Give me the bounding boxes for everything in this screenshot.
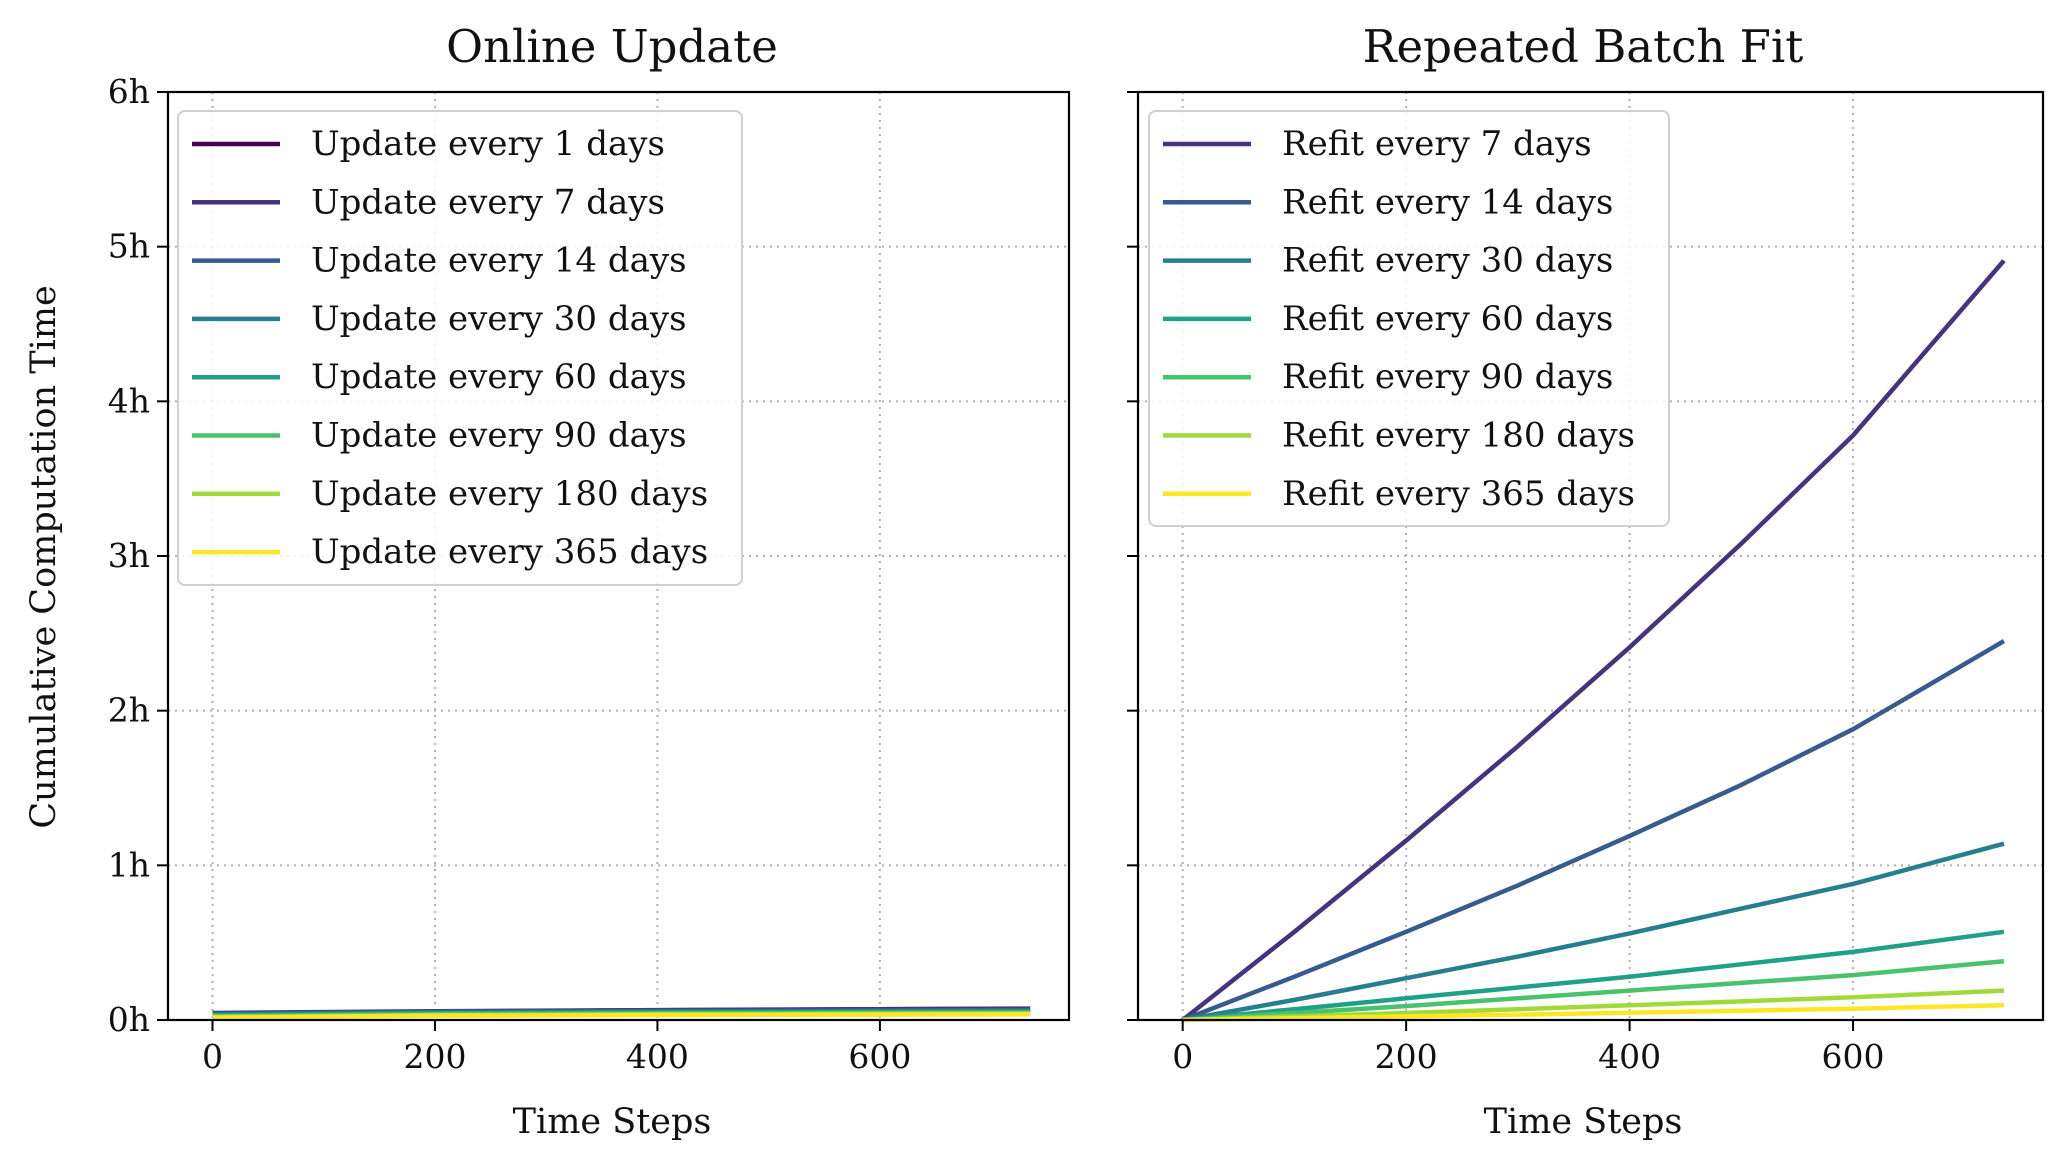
right-panel: Repeated Batch Fit Time Steps 0 200 400 600… bbox=[1127, 20, 2045, 1142]
right-legend-label-7: Refit every 365 days bbox=[1282, 474, 1635, 514]
left-legend-label-8: Update every 365 days bbox=[311, 532, 708, 572]
y-axis-label: Cumulative Computation Time bbox=[24, 285, 64, 828]
left-legend-label-2: Update every 7 days bbox=[311, 182, 665, 222]
right-legend-label-1: Refit every 7 days bbox=[1282, 124, 1592, 164]
right-legend-box bbox=[1148, 110, 1670, 527]
right-series-line-3 bbox=[1182, 841, 2005, 1023]
left-legend-label-1: Update every 1 days bbox=[311, 124, 665, 164]
left-x-tick-label: 200 bbox=[403, 1037, 466, 1076]
left-legend-label-5: Update every 60 days bbox=[311, 357, 687, 397]
left-legend-label-6: Update every 90 days bbox=[311, 416, 687, 456]
right-legend-label-2: Refit every 14 days bbox=[1282, 182, 1613, 222]
left-x-axis-label: Time Steps bbox=[513, 1102, 712, 1142]
left-legend-label-3: Update every 14 days bbox=[311, 241, 687, 281]
right-x-tick-label: 400 bbox=[1598, 1037, 1661, 1076]
left-x-tick-label: 600 bbox=[848, 1037, 911, 1076]
right-series-line-2 bbox=[1181, 639, 2006, 1023]
right-legend-label-3: Refit every 30 days bbox=[1282, 241, 1613, 281]
left-x-tick-label: 0 bbox=[202, 1037, 223, 1076]
left-legend: Update every 1 days Update every 7 days Up… bbox=[177, 110, 743, 586]
right-series-line-4 bbox=[1182, 929, 2005, 1023]
left-chart-title: Online Update bbox=[446, 20, 778, 73]
left-x-tick-label: 400 bbox=[626, 1037, 689, 1076]
right-x-tick-label: 0 bbox=[1172, 1037, 1193, 1076]
left-plot-area: 0 200 400 600 0h 1h 2h 3h 4h 5h 6h Update every 1 d… bbox=[108, 72, 1071, 1076]
right-legend: Refit every 7 days Refit every 14 days Ref… bbox=[1148, 110, 1670, 527]
left-y-tick-label: 0h bbox=[108, 1000, 150, 1039]
left-panel: Online Update Time Steps Cumulative Comp… bbox=[24, 20, 1071, 1142]
left-y-tick-label: 2h bbox=[108, 691, 150, 730]
left-y-tick-label: 4h bbox=[108, 381, 150, 420]
left-y-tick-label: 5h bbox=[108, 227, 150, 266]
left-y-tick-label: 3h bbox=[108, 536, 150, 575]
right-legend-label-6: Refit every 180 days bbox=[1282, 416, 1635, 456]
right-x-tick-label: 600 bbox=[1822, 1037, 1885, 1076]
right-series-line-1 bbox=[1181, 259, 2006, 1022]
left-legend-label-4: Update every 30 days bbox=[311, 299, 687, 339]
right-chart-title: Repeated Batch Fit bbox=[1363, 20, 1804, 73]
right-x-axis-label: Time Steps bbox=[1484, 1102, 1683, 1142]
right-series-line-5 bbox=[1182, 958, 2005, 1023]
right-x-tick-label: 200 bbox=[1375, 1037, 1438, 1076]
right-legend-label-5: Refit every 90 days bbox=[1282, 357, 1613, 397]
left-series-line-8 bbox=[212, 1012, 1031, 1020]
right-series-line-7 bbox=[1182, 1003, 2004, 1023]
left-y-tick-label: 1h bbox=[108, 845, 150, 884]
left-legend-label-7: Update every 180 days bbox=[311, 474, 708, 514]
left-y-tick-label: 6h bbox=[108, 72, 150, 111]
left-legend-box bbox=[177, 110, 743, 586]
right-legend-label-4: Refit every 60 days bbox=[1282, 299, 1613, 339]
